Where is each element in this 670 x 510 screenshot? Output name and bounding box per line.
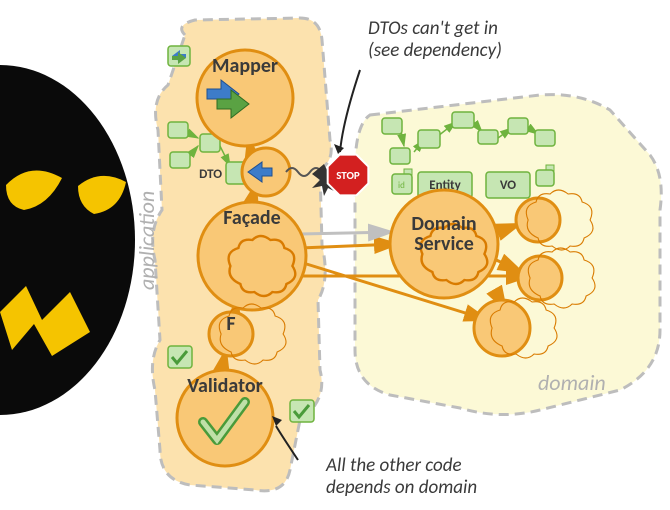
green-box <box>168 122 188 138</box>
id-label: id <box>398 180 405 191</box>
node-dto_connector <box>242 148 290 196</box>
svg-text:VO: VO <box>500 178 516 193</box>
node-facade: Façade <box>198 202 306 310</box>
annotation-bottom: depends on domain <box>326 476 477 499</box>
stop-sign: STOP <box>328 155 369 196</box>
annotation-bottom: All the other code <box>325 454 462 477</box>
decorative-face <box>0 65 135 415</box>
annotation-top: (see dependency) <box>368 39 502 62</box>
svg-text:STOP: STOP <box>336 169 360 182</box>
green-box <box>168 46 190 66</box>
annotation-top: DTOs can't get in <box>368 17 498 40</box>
arrow <box>300 232 392 234</box>
green-box <box>170 152 190 168</box>
svg-text:Mapper: Mapper <box>212 54 278 78</box>
node-mapper: Mapper <box>197 50 293 146</box>
svg-text:DTO: DTO <box>199 167 222 182</box>
green-box <box>478 130 498 144</box>
green-box <box>382 118 402 134</box>
svg-text:F: F <box>226 312 235 336</box>
green-box <box>290 400 314 422</box>
node-domain_service: DomainService <box>390 190 498 298</box>
green-box <box>390 148 410 164</box>
svg-text:Façade: Façade <box>223 206 280 230</box>
green-box <box>508 118 528 134</box>
node-validator: Validator <box>177 370 273 466</box>
region-label: application <box>133 191 160 290</box>
region-label: domain <box>538 369 606 396</box>
svg-text:Validator: Validator <box>187 374 262 398</box>
green-box: VO <box>486 172 530 198</box>
green-box <box>535 130 555 146</box>
green-box <box>452 112 474 128</box>
svg-text:Service: Service <box>414 232 474 256</box>
green-box <box>418 130 440 148</box>
green-box <box>168 346 192 368</box>
